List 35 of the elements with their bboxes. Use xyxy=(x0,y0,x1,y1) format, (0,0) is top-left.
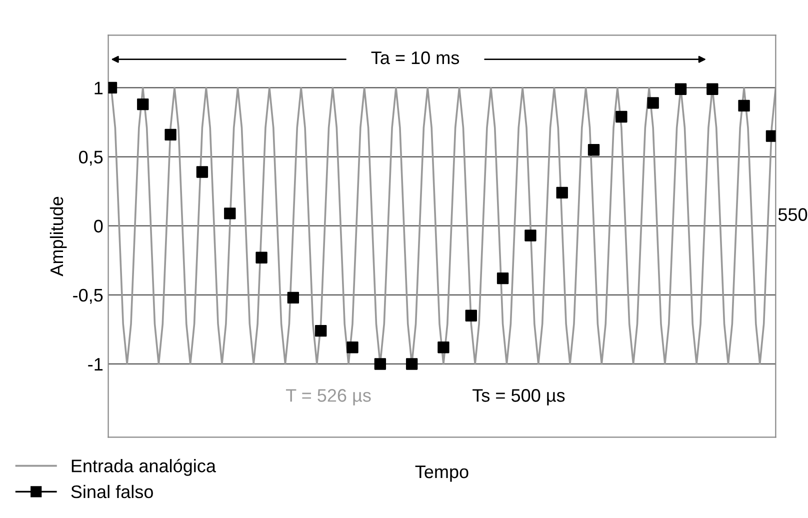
point xyxy=(256,252,268,264)
point xyxy=(706,83,718,95)
annotation: Ts = 500 µs xyxy=(472,389,565,406)
point xyxy=(524,230,536,242)
point xyxy=(465,310,477,322)
point xyxy=(374,358,386,370)
point xyxy=(616,110,628,123)
annotation: Ta = 10 ms xyxy=(371,51,460,64)
y-axis-title: Amplitude xyxy=(50,196,67,276)
point xyxy=(224,208,236,220)
point xyxy=(315,324,327,337)
y-tick-label: 0,5 xyxy=(79,150,103,166)
point xyxy=(406,358,418,370)
text: 550 xyxy=(778,208,808,221)
point xyxy=(766,130,776,142)
y-tick-label: -0,5 xyxy=(73,288,103,304)
y-tick-label: 1 xyxy=(94,82,103,94)
point xyxy=(196,166,208,178)
point xyxy=(588,144,600,156)
y-tick-label: -1 xyxy=(88,358,103,371)
x-axis-title: Tempo xyxy=(415,466,468,482)
point xyxy=(137,98,149,110)
point xyxy=(496,272,509,284)
point xyxy=(556,186,568,199)
point xyxy=(674,83,687,95)
point xyxy=(287,292,300,304)
point xyxy=(164,128,176,141)
legend-label: Entrada analógica xyxy=(72,458,216,476)
legend-label: Sinal falso xyxy=(71,484,153,498)
y-tick-label: 0 xyxy=(94,220,103,233)
annotation: T = 526 µs xyxy=(286,389,371,406)
point xyxy=(346,342,358,354)
point xyxy=(738,100,750,112)
point xyxy=(438,342,450,354)
point xyxy=(647,97,659,109)
